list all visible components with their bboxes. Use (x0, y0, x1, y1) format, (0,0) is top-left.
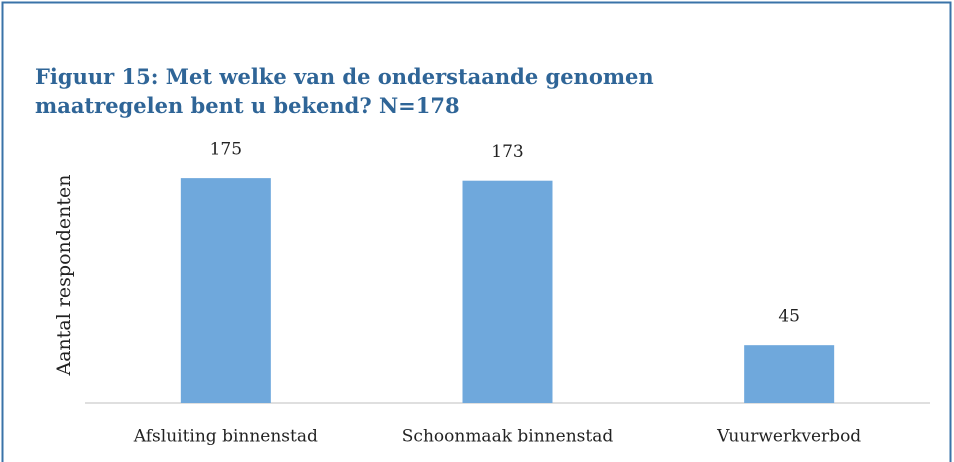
data-label: 173 (491, 142, 523, 162)
bar (744, 345, 835, 403)
data-label: 45 (778, 307, 800, 327)
bar (462, 180, 553, 403)
x-tick-label: Schoonmaak binnenstad (402, 427, 614, 447)
y-axis-label: Aantal respondenten (53, 174, 75, 376)
chart-title: Figuur 15: Met welke van de onderstaande… (35, 64, 654, 118)
x-tick-label: Vuurwerkverbod (716, 427, 861, 447)
bar (180, 178, 271, 403)
data-label: 175 (210, 140, 242, 160)
x-tick-label: Afsluiting binnenstad (133, 427, 318, 447)
